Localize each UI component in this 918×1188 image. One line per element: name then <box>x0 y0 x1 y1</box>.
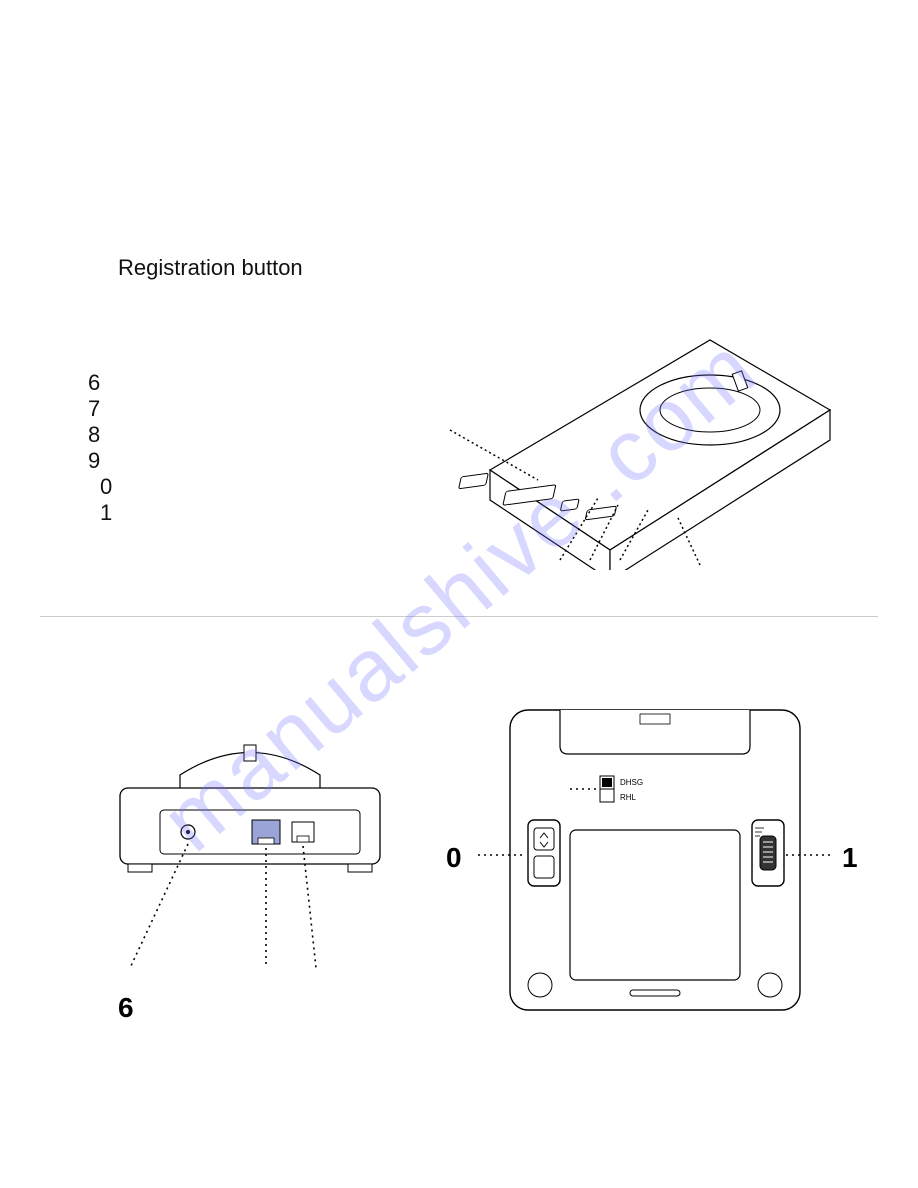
registration-button-label: Registration button <box>118 255 303 281</box>
legend-item: 7 <box>88 396 100 422</box>
legend-item: 6 <box>88 370 100 396</box>
legend-item: 0 <box>100 474 112 500</box>
bottom-callout-0: 0 <box>446 842 462 874</box>
svg-text:RHL: RHL <box>620 793 637 802</box>
rear-callout-6: 6 <box>118 992 134 1024</box>
section-divider <box>40 616 878 617</box>
legend-item: 9 <box>88 448 100 474</box>
base-station-rear-diagram <box>60 720 440 1010</box>
legend-item: 1 <box>100 500 112 526</box>
legend-item: 8 <box>88 422 100 448</box>
bottom-callout-1: 1 <box>842 842 858 874</box>
base-station-bottom-diagram: DHSG RHL <box>470 690 840 1050</box>
base-station-top-diagram <box>430 290 850 570</box>
svg-text:DHSG: DHSG <box>620 778 643 787</box>
